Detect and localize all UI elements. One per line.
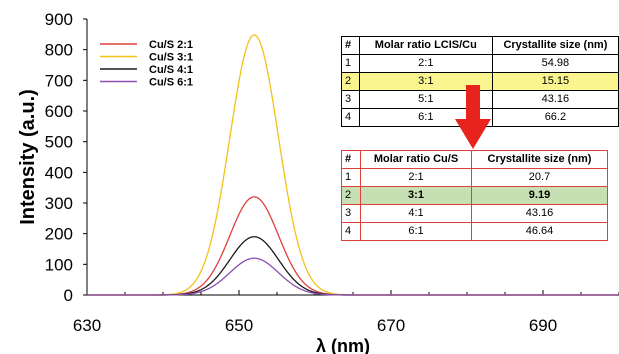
table-row: 3 5:1 43.16 xyxy=(341,90,619,109)
down-arrow-icon xyxy=(455,85,491,149)
cell-crystallite-size: 20.7 xyxy=(471,168,608,187)
x-tick-label: 690 xyxy=(529,316,557,335)
cell-index: 3 xyxy=(341,204,361,223)
cell-index: 4 xyxy=(341,222,361,241)
x-tick-label: 650 xyxy=(225,316,253,335)
header-molar-ratio: Molar ratio LCIS/Cu xyxy=(358,36,493,55)
cell-crystallite-size: 15.15 xyxy=(491,72,619,91)
table-crystallite-lcis: # Molar ratio LCIS/Cu Crystallite size (… xyxy=(341,36,619,127)
y-tick-label: 400 xyxy=(45,163,73,182)
cell-crystallite-size: 43.16 xyxy=(491,90,619,109)
table-row-highlighted: 2 3:1 15.15 xyxy=(341,72,619,91)
y-tick-label: 100 xyxy=(45,255,73,274)
legend-label: Cu/S 6:1 xyxy=(149,77,193,89)
cell-crystallite-size: 43.16 xyxy=(471,204,608,223)
header-molar-ratio: Molar ratio Cu/S xyxy=(360,150,472,169)
legend-label: Cu/S 4:1 xyxy=(149,64,193,76)
y-tick-label: 600 xyxy=(45,102,73,121)
table-row: 4 6:1 46.64 xyxy=(341,222,608,241)
y-tick-label: 200 xyxy=(45,225,73,244)
y-tick-label: 700 xyxy=(45,71,73,90)
cell-crystallite-size: 54.98 xyxy=(491,54,619,73)
cell-molar-ratio: 6:1 xyxy=(360,222,472,241)
cell-molar-ratio: 3:1 xyxy=(360,186,472,205)
y-tick-label: 0 xyxy=(64,286,73,305)
cell-crystallite-size: 66.2 xyxy=(491,108,619,127)
series-line-4 xyxy=(87,257,619,296)
header-crystallite-size: Crystallite size (nm) xyxy=(471,150,608,169)
legend-label: Cu/S 3:1 xyxy=(149,52,193,64)
table-header-row: # Molar ratio Cu/S Crystallite size (nm) xyxy=(341,150,608,169)
table-row: 3 4:1 43.16 xyxy=(341,204,608,223)
cell-molar-ratio: 4:1 xyxy=(360,204,472,223)
table-header-row: # Molar ratio LCIS/Cu Crystallite size (… xyxy=(341,36,619,55)
x-tick-label: 670 xyxy=(377,316,405,335)
cell-crystallite-size: 9.19 xyxy=(471,186,608,205)
table-row: 1 2:1 54.98 xyxy=(341,54,619,73)
table-row-highlighted: 2 3:1 9.19 xyxy=(341,186,608,205)
x-tick-label: 630 xyxy=(73,316,101,335)
table-row: 1 2:1 20.7 xyxy=(341,168,608,187)
y-tick-label: 500 xyxy=(45,133,73,152)
cell-index: 2 xyxy=(341,72,360,91)
cell-index: 2 xyxy=(341,186,361,205)
header-crystallite-size: Crystallite size (nm) xyxy=(491,36,619,55)
legend-label: Cu/S 2:1 xyxy=(149,39,193,51)
y-tick-label: 900 xyxy=(45,10,73,29)
series-line-3 xyxy=(87,236,619,296)
cell-index: 1 xyxy=(341,168,361,187)
header-index: # xyxy=(341,150,361,169)
y-tick-label: 800 xyxy=(45,41,73,60)
cell-index: 3 xyxy=(341,90,360,109)
y-tick-label: 300 xyxy=(45,194,73,213)
table-crystallite-cus: # Molar ratio Cu/S Crystallite size (nm)… xyxy=(341,150,608,241)
y-axis-title: Intensity (a.u.) xyxy=(17,89,39,225)
x-axis-title: λ (nm) xyxy=(316,336,370,354)
cell-molar-ratio: 2:1 xyxy=(358,54,493,73)
cell-molar-ratio: 2:1 xyxy=(360,168,472,187)
cell-crystallite-size: 46.64 xyxy=(471,222,608,241)
header-index: # xyxy=(341,36,360,55)
cell-index: 1 xyxy=(341,54,360,73)
cell-index: 4 xyxy=(341,108,360,127)
cell-molar-ratio: 3:1 xyxy=(358,72,493,91)
